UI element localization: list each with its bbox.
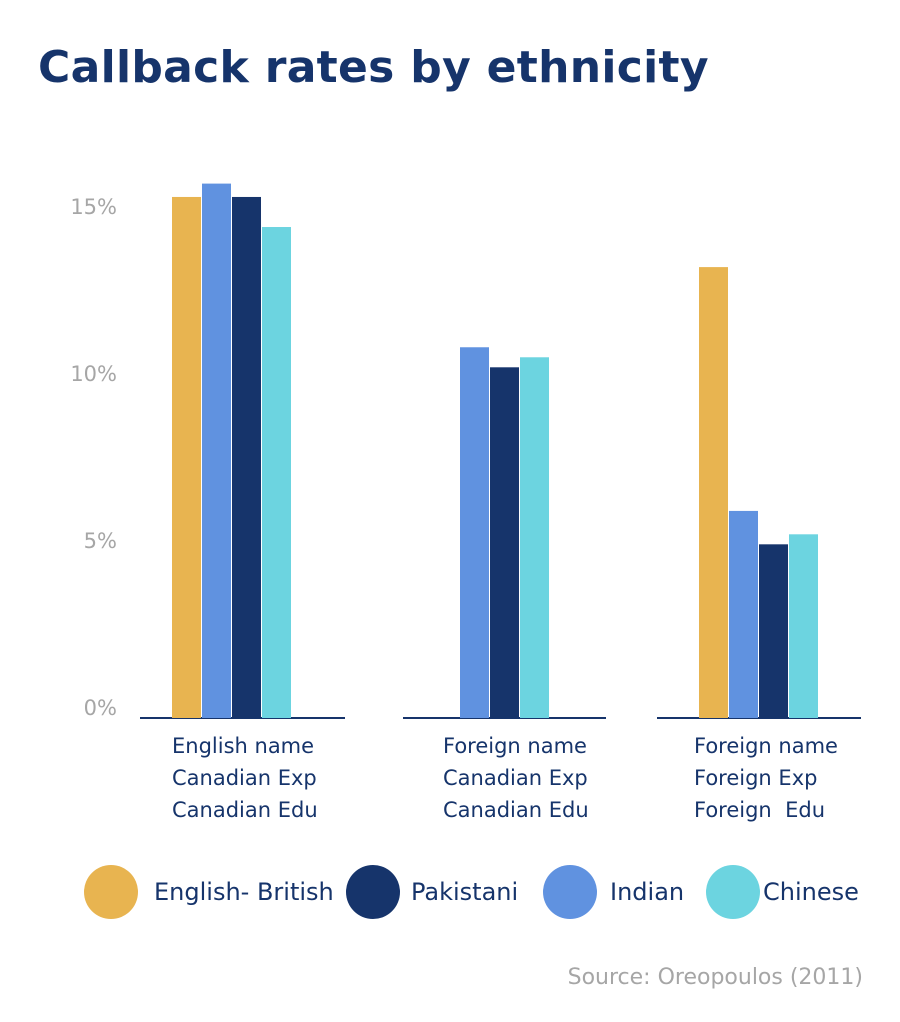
- y-tick-label: 15%: [70, 195, 117, 219]
- legend-label: Pakistani: [411, 878, 518, 906]
- bar-english-british: [172, 196, 201, 718]
- y-tick-label: 0%: [84, 696, 117, 720]
- legend-swatch: [346, 865, 400, 919]
- bar-chinese: [789, 534, 818, 718]
- category-label: Canadian Exp: [172, 766, 317, 790]
- bar-indian: [460, 347, 489, 718]
- category-label: Canadian Edu: [172, 798, 318, 822]
- source-note: Source: Oreopoulos (2011): [568, 965, 863, 990]
- chart-title: Callback rates by ethnicity: [38, 42, 709, 93]
- bar-chinese: [262, 227, 291, 718]
- bar-pakistani: [759, 544, 788, 718]
- category-label: English name: [172, 734, 314, 758]
- y-tick-label: 5%: [84, 529, 117, 553]
- category-label: Canadian Exp: [443, 766, 588, 790]
- legend-label: English- British: [154, 878, 334, 906]
- legend-label: Indian: [610, 878, 684, 906]
- bar-pakistani: [490, 367, 519, 718]
- bar-english-british: [699, 267, 728, 718]
- bar-indian: [729, 510, 758, 718]
- bar-chinese: [520, 357, 549, 718]
- category-label: Canadian Edu: [443, 798, 589, 822]
- category-label: Foreign Exp: [694, 766, 817, 790]
- legend-swatch: [706, 865, 760, 919]
- category-label: Foreign Edu: [694, 798, 825, 822]
- legend-swatch: [84, 865, 138, 919]
- bar-pakistani: [232, 196, 261, 718]
- y-tick-label: 10%: [70, 362, 117, 386]
- bar-indian: [202, 183, 231, 719]
- legend-swatch: [543, 865, 597, 919]
- legend-label: Chinese: [763, 878, 859, 906]
- category-label: Foreign name: [694, 734, 838, 758]
- category-label: Foreign name: [443, 734, 587, 758]
